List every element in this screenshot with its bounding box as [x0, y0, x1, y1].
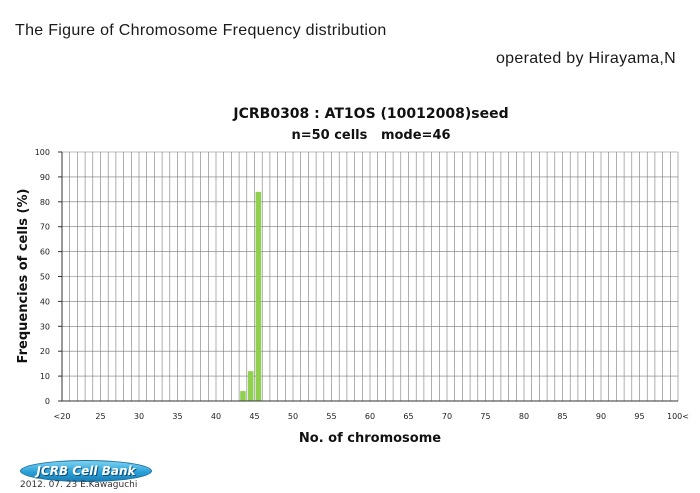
chart-subtitle: n=50 cells mode=46	[291, 128, 450, 143]
chart-title: JCRB0308 : AT1OS (10012008)seed	[232, 106, 508, 122]
y-tick-label: 0	[45, 397, 50, 406]
y-tick-label: 10	[40, 372, 50, 381]
x-axis-label: No. of chromosome	[299, 431, 441, 446]
y-tick-label: 70	[40, 223, 50, 232]
y-tick-label: 90	[40, 173, 50, 182]
bar-45	[247, 371, 254, 401]
bar-44	[240, 391, 246, 401]
y-tick-label: 100	[35, 148, 50, 157]
x-tick-label: 35	[172, 412, 182, 421]
x-tick-label: 75	[480, 412, 490, 421]
y-tick-labels: 0 10 20 30 40 50 60 70 80 90 100	[35, 148, 62, 406]
logo-text: JCRB Cell Bank	[36, 464, 136, 478]
bar-series	[240, 191, 262, 401]
x-tick-label: 60	[365, 412, 375, 421]
x-tick-label: 85	[557, 412, 567, 421]
bar-46	[255, 191, 262, 401]
x-tick-label: <20	[54, 412, 71, 421]
x-tick-label: 70	[442, 412, 452, 421]
y-tick-label: 50	[40, 273, 50, 282]
x-tick-label: 65	[403, 412, 413, 421]
y-tick-label: 80	[40, 198, 50, 207]
page-title: The Figure of Chromosome Frequency distr…	[15, 22, 387, 39]
x-tick-label: 30	[134, 412, 144, 421]
grid-lines	[62, 151, 679, 402]
operator-credit: operated by Hirayama,N	[495, 50, 676, 67]
x-tick-label: 90	[596, 412, 606, 421]
x-tick-label: 50	[288, 412, 298, 421]
footer-credit: 2012. 07. 23 E.Kawaguchi	[20, 480, 138, 490]
x-tick-label: 25	[95, 412, 105, 421]
y-tick-label: 30	[40, 322, 50, 331]
x-tick-label: 55	[326, 412, 336, 421]
y-tick-label: 20	[40, 347, 50, 356]
x-tick-label: 40	[211, 412, 221, 421]
y-tick-label: 60	[40, 248, 50, 257]
x-tick-label: 95	[634, 412, 644, 421]
x-tick-label: 80	[519, 412, 529, 421]
y-tick-label: 40	[40, 297, 50, 306]
x-tick-labels: <20 25 30 35 40 45 50 55 60 65 70 75 80 85 90 95 100<	[54, 412, 689, 421]
x-tick-label: 45	[249, 412, 259, 421]
y-axis-label: Frequencies of cells (%)	[16, 189, 31, 364]
jcrb-cell-bank-logo: JCRB Cell Bank	[20, 460, 152, 482]
x-tick-label: 100<	[667, 412, 689, 421]
